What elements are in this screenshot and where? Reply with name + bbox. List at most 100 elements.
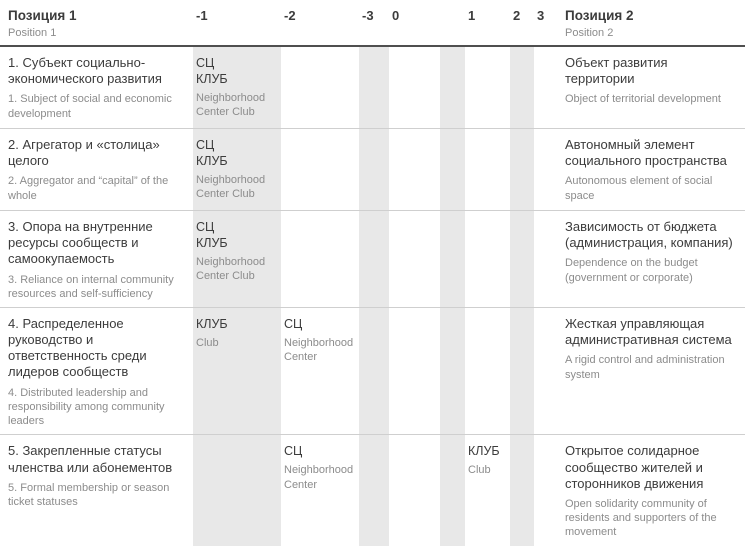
scale-cell-plus-1 <box>465 211 510 307</box>
position1-text-ru: 2. Агрегатор и «столица» целого <box>8 137 160 169</box>
scale-cell-minus-3 <box>359 435 389 546</box>
scale-cell-plus-1 <box>465 308 510 434</box>
scale-cell-spacer <box>440 211 465 308</box>
position1-cell: 3. Опора на внутренние ресурсы сообществ… <box>0 211 193 307</box>
scale-cell-minus-2 <box>281 129 359 210</box>
position2-text-ru: Объект развития территории <box>565 55 668 87</box>
position2-text-en: Object of territorial development <box>565 93 721 106</box>
scale-cell-plus-3 <box>534 129 558 210</box>
mark-ru: КЛУБ <box>468 444 500 459</box>
mark-ru: СЦ КЛУБ <box>196 56 228 87</box>
table-header-row: Позиция 1 Position 1 -1 -2 -3 0 1 2 3 По… <box>0 0 745 48</box>
table-row: 1. Субъект социально-экономического разв… <box>0 47 745 130</box>
mark-en: Club <box>468 464 491 477</box>
scale-cell-plus-3 <box>534 47 558 128</box>
scale-cell-plus-3 <box>534 211 558 307</box>
mark-en: Neighborhood Center Club <box>196 174 266 201</box>
position1-cell: 5. Закрепленные статусы членства или або… <box>0 435 193 545</box>
position2-text-ru: Жесткая управляющая административная сис… <box>565 316 732 348</box>
scale-cell-minus-3 <box>359 308 389 435</box>
position2-text-ru: Зависимость от бюджета (администрация, к… <box>565 219 733 251</box>
position2-cell: Объект развития территории Object of ter… <box>558 47 745 128</box>
position1-cell: 4. Распределенное руководство и ответств… <box>0 308 193 434</box>
position1-header-cell: Позиция 1 Position 1 <box>0 0 193 45</box>
position2-text-ru: Автономный элемент социального пространс… <box>565 137 727 169</box>
scale-cell-plus-2 <box>510 435 534 546</box>
scale-cell-spacer <box>440 308 465 435</box>
scale-header-plus-2: 2 <box>513 8 521 23</box>
mark-ru: КЛУБ <box>196 317 228 332</box>
mark-en: Club <box>196 337 219 350</box>
position2-text-en: Autonomous element of social space <box>565 175 713 202</box>
table-row: 3. Опора на внутренние ресурсы сообществ… <box>0 211 745 309</box>
scale-header-minus-3: -3 <box>362 8 374 23</box>
scale-header-zero: 0 <box>392 8 400 23</box>
scale-cell-plus-3 <box>534 308 558 434</box>
position2-text-en: A rigid control and administration syste… <box>565 354 725 381</box>
scale-cell-plus-1: КЛУБ Club <box>465 435 510 545</box>
mark-en: Neighborhood Center <box>284 464 354 491</box>
scale-cell-spacer <box>440 47 465 129</box>
position1-text-en: 5. Formal membership or season ticket st… <box>8 481 170 508</box>
mark-ru: СЦ <box>284 317 303 332</box>
scale-header-plus-3: 3 <box>537 8 545 23</box>
scale-cell-zero <box>389 435 440 545</box>
position2-title: Позиция 2 <box>565 8 634 23</box>
position1-text-ru: 3. Опора на внутренние ресурсы сообществ… <box>8 219 153 267</box>
mark-ru: СЦ КЛУБ <box>196 220 228 251</box>
mark-ru: СЦ КЛУБ <box>196 138 228 169</box>
position1-cell: 1. Субъект социально-экономического разв… <box>0 47 193 128</box>
scale-cell-zero <box>389 47 440 128</box>
scale-header-minus-2: -2 <box>284 8 296 23</box>
position2-text-en: Dependence on the budget (government or … <box>565 257 698 284</box>
scale-cell-minus-2 <box>281 47 359 128</box>
position2-text-en: Open solidarity community of residents a… <box>565 497 717 539</box>
position1-cell: 2. Агрегатор и «столица» целого 2. Aggre… <box>0 129 193 210</box>
scale-cell-minus-1: СЦ КЛУБ Neighborhood Center Club <box>193 47 281 129</box>
scale-cell-plus-2 <box>510 129 534 211</box>
scale-cell-minus-2 <box>281 211 359 307</box>
scale-cell-minus-2: СЦ Neighborhood Center <box>281 435 359 545</box>
mark-en: Neighborhood Center Club <box>196 92 266 119</box>
position1-text-en: 4. Distributed leadership and responsibi… <box>8 386 165 428</box>
position1-title: Позиция 1 <box>8 8 77 23</box>
scale-cell-plus-2 <box>510 211 534 308</box>
scale-cell-plus-2 <box>510 47 534 129</box>
scale-cell-zero <box>389 308 440 434</box>
scale-cell-minus-3 <box>359 211 389 308</box>
scale-cell-zero <box>389 211 440 307</box>
scale-cell-minus-1: КЛУБ Club <box>193 308 281 435</box>
scale-cell-minus-2: СЦ Neighborhood Center <box>281 308 359 434</box>
position1-text-ru: 4. Распределенное руководство и ответств… <box>8 316 147 380</box>
position2-header-cell: Позиция 2 Position 2 <box>558 0 745 45</box>
position2-subtitle: Position 2 <box>565 27 614 40</box>
position1-text-ru: 1. Субъект социально-экономического разв… <box>8 55 162 87</box>
position1-text-ru: 5. Закрепленные статусы членства или або… <box>8 443 173 475</box>
scale-cell-minus-1: СЦ КЛУБ Neighborhood Center Club <box>193 129 281 211</box>
position2-cell: Зависимость от бюджета (администрация, к… <box>558 211 745 307</box>
position1-text-en: 1. Subject of social and economic develo… <box>8 93 172 120</box>
position2-cell: Открытое солидарное сообщество жителей и… <box>558 435 745 545</box>
position2-cell: Автономный элемент социального пространс… <box>558 129 745 210</box>
scale-cell-plus-1 <box>465 47 510 128</box>
scale-cell-plus-3 <box>534 435 558 545</box>
position2-text-ru: Открытое солидарное сообщество жителей и… <box>565 443 704 491</box>
scale-header-spacer <box>440 0 465 45</box>
table-row: 5. Закрепленные статусы членства или або… <box>0 435 745 546</box>
position1-text-en: 2. Aggregator and “capital” of the whole <box>8 175 169 202</box>
scale-cell-spacer <box>440 435 465 546</box>
scale-cell-plus-1 <box>465 129 510 210</box>
mark-en: Neighborhood Center Club <box>196 256 266 283</box>
table-row: 2. Агрегатор и «столица» целого 2. Aggre… <box>0 129 745 212</box>
scale-cell-zero <box>389 129 440 210</box>
scale-cell-minus-1: СЦ КЛУБ Neighborhood Center Club <box>193 211 281 308</box>
position1-text-en: 3. Reliance on internal community resour… <box>8 273 174 300</box>
scale-header-minus-1: -1 <box>196 8 208 23</box>
scale-header-plus-1: 1 <box>468 8 476 23</box>
scale-cell-minus-1 <box>193 435 281 546</box>
mark-ru: СЦ <box>284 444 303 459</box>
mark-en: Neighborhood Center <box>284 337 354 364</box>
scale-cell-spacer <box>440 129 465 211</box>
scale-cell-minus-3 <box>359 129 389 211</box>
